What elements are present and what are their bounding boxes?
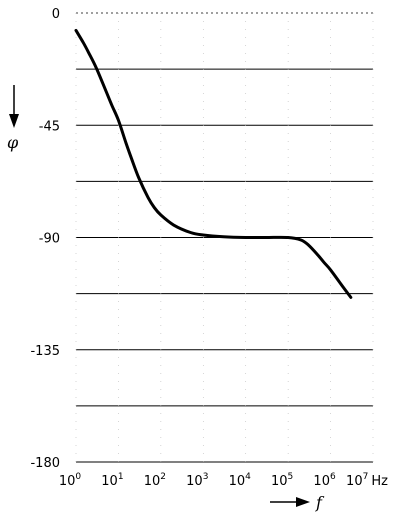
y-tick-label: 0	[52, 7, 60, 22]
x-tick-label: 102	[144, 472, 166, 489]
y-axis-label: φ	[7, 133, 19, 152]
x-tick-label: 105	[271, 472, 293, 489]
y-tick-label: -45	[39, 119, 60, 134]
x-tick-label: 107 Hz	[346, 472, 388, 489]
x-tick-labels: 100 101 102 103 104 105 106 107 Hz	[59, 472, 388, 489]
x-axis-label: f	[315, 493, 325, 512]
x-tick-label: 101	[101, 472, 123, 489]
y-tick-label: -180	[30, 456, 60, 471]
x-axis-arrow	[270, 497, 310, 507]
x-tick-label: 103	[186, 472, 208, 489]
series-group	[74, 28, 353, 299]
y-tick-label: -135	[30, 344, 60, 359]
series-line	[74, 28, 353, 299]
x-tick-label: 100	[59, 472, 82, 489]
y-tick-label: -90	[39, 232, 60, 247]
y-tick-labels: 0 -45 -90 -135 -180	[30, 7, 60, 471]
x-tick-label: 104	[229, 472, 252, 489]
y-axis-arrow	[9, 85, 19, 128]
x-tick-label: 106	[313, 472, 336, 489]
